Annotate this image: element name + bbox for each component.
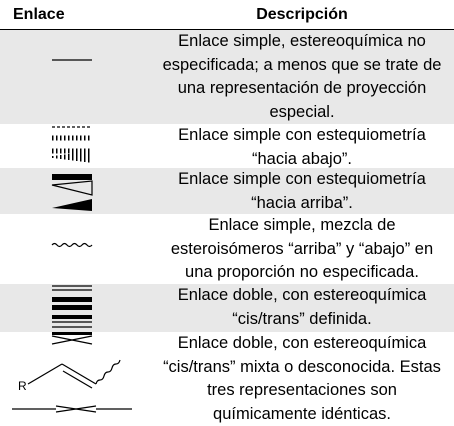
description-line: tres representaciones son xyxy=(152,379,452,403)
table-row: Enlace simple con estequiometría “hacia … xyxy=(0,168,454,214)
table-row: R Enlace doble, con estereoquímica “cis/… xyxy=(0,332,454,426)
r-label: R xyxy=(18,379,27,393)
description-cell: Enlace simple con estequiometría “hacia … xyxy=(150,124,454,168)
description-line: Enlace simple con estequiometría xyxy=(152,168,452,192)
plain-bond-icon xyxy=(0,30,150,124)
description-line: una proporción no especificada. xyxy=(152,261,452,285)
hashed-wedge-bond-icon xyxy=(0,124,150,168)
description-line: Enlace simple, estereoquímica no xyxy=(152,30,452,54)
description-line: “cis/trans” mixta o desconocida. Estas xyxy=(152,356,452,380)
double-bond-icon xyxy=(0,284,150,332)
table-row: Enlace simple, estereoquímica no especif… xyxy=(0,30,454,124)
header-description: Descripción xyxy=(150,0,454,29)
description-line: “cis/trans” definida. xyxy=(152,308,452,332)
description-line: Enlace simple, mezcla de xyxy=(152,214,452,238)
table-row: Enlace doble, con estereoquímica “cis/tr… xyxy=(0,284,454,332)
description-line: especificada; a menos que se trate de xyxy=(152,54,452,78)
description-cell: Enlace simple, mezcla de esteroisómeros … xyxy=(150,214,454,284)
solid-wedge-bond-icon xyxy=(0,168,150,214)
description-line: Enlace doble, con estereoquímica xyxy=(152,332,452,356)
description-line: especial. xyxy=(152,101,452,125)
description-line: una representación de proyección xyxy=(152,77,452,101)
description-cell: Enlace doble, con estereoquímica “cis/tr… xyxy=(150,284,454,332)
wavy-bond-icon xyxy=(0,214,150,284)
crossed-double-bond-icon: R xyxy=(0,332,150,426)
description-cell: Enlace simple, estereoquímica no especif… xyxy=(150,30,454,124)
description-line: “hacia arriba”. xyxy=(152,192,452,216)
description-cell: Enlace simple con estequiometría “hacia … xyxy=(150,168,454,214)
description-cell: Enlace doble, con estereoquímica “cis/tr… xyxy=(150,332,454,426)
header-bond: Enlace xyxy=(0,0,150,29)
table-row: Enlace simple, mezcla de esteroisómeros … xyxy=(0,214,454,284)
description-line: esteroisómeros “arriba” y “abajo” en xyxy=(152,238,452,262)
description-line: Enlace doble, con estereoquímica xyxy=(152,284,452,308)
table-header: Enlace Descripción xyxy=(0,0,454,30)
description-line: químicamente idénticas. xyxy=(152,403,452,426)
description-line: Enlace simple con estequiometría xyxy=(152,124,452,148)
table-row: Enlace simple con estequiometría “hacia … xyxy=(0,124,454,168)
